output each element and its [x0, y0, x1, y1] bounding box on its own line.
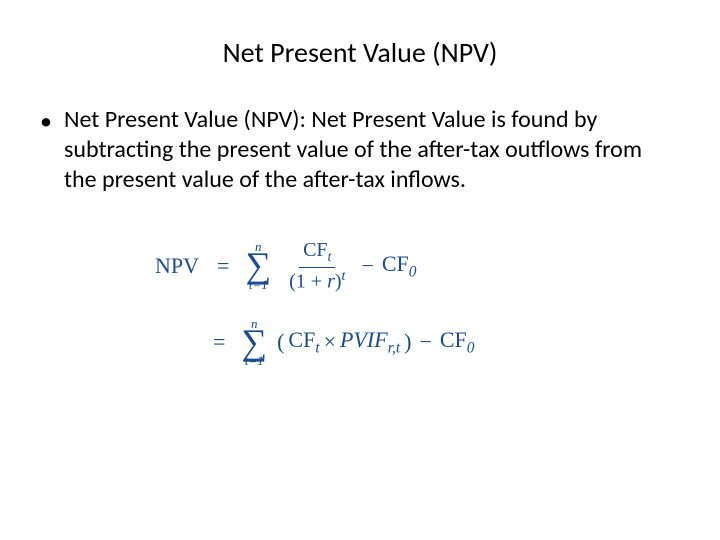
fraction-numerator: CFt [299, 240, 335, 268]
paren-open: ( [277, 329, 284, 355]
den-r: r [327, 271, 335, 293]
sigma-1: n ∑ t=1 [245, 240, 271, 291]
cft-sub: t [315, 339, 319, 356]
cf0-term-2: CF0 [440, 327, 475, 357]
slide-title: Net Present Value (NPV) [50, 35, 670, 70]
cf0-sub-2: 0 [467, 339, 475, 356]
equals-sign-2: = [213, 329, 225, 355]
fraction-denominator: (1 + r)t [285, 268, 349, 292]
minus-sign-2: − [419, 329, 431, 355]
bullet-text: Net Present Value (NPV): Net Present Val… [64, 105, 670, 195]
minus-sign: − [361, 253, 373, 279]
den-sup-t: t [342, 269, 346, 284]
sigma-lower: t=1 [249, 278, 268, 291]
sigma-symbol: ∑ [245, 251, 271, 280]
equals-sign: = [217, 253, 229, 279]
cf-sub-t: t [328, 250, 332, 265]
cf0-sub: 0 [409, 263, 417, 280]
cft-term: CFt [288, 327, 319, 357]
den-left: (1 + [289, 271, 327, 293]
pvif-term: PVIFr,t [340, 327, 400, 357]
cft-text: CF [288, 327, 315, 352]
fraction-1: CFt (1 + r)t [285, 240, 349, 292]
sigma-2: n ∑ t=1 [241, 317, 267, 368]
cf-text: CF [303, 239, 327, 261]
pvif-text: PVIF [340, 327, 388, 352]
cf0-text: CF [382, 251, 409, 276]
formula-line-2: = n ∑ t=1 ( CFt × PVIFr,t ) − CF0 [155, 317, 670, 368]
formula-block: NPV = n ∑ t=1 CFt (1 + r)t − CF0 = n ∑ t… [155, 240, 670, 367]
bullet-marker: • [40, 107, 52, 137]
sigma-lower-2: t=1 [245, 354, 264, 367]
cf0-text-2: CF [440, 327, 467, 352]
bullet-item: • Net Present Value (NPV): Net Present V… [40, 105, 670, 195]
paren-close: ) [404, 329, 411, 355]
pvif-sub: r,t [388, 339, 400, 356]
den-right: ) [335, 271, 342, 293]
sigma-symbol-2: ∑ [241, 328, 267, 357]
formula-line-1: NPV = n ∑ t=1 CFt (1 + r)t − CF0 [155, 240, 670, 292]
cf0-term: CF0 [382, 251, 417, 281]
npv-label: NPV [155, 253, 199, 279]
times-sign: × [324, 329, 336, 355]
